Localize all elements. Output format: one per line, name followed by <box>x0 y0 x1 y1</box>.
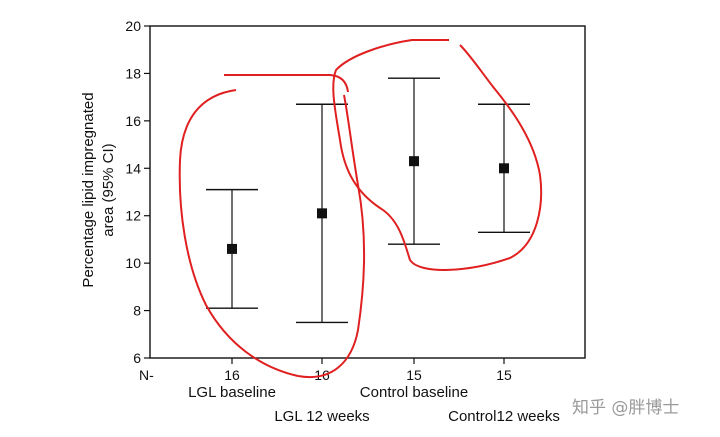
category-label: LGL baseline <box>188 384 276 401</box>
y-axis-label-line-2: area (95% CI) <box>100 143 117 236</box>
hand-drawn-annotations <box>178 39 543 379</box>
category-label: Control12 weeks <box>448 408 560 425</box>
y-tick-label: 10 <box>125 255 141 271</box>
category-label: LGL 12 weeks <box>274 408 369 425</box>
error-bar-3 <box>388 77 440 245</box>
mean-marker <box>317 208 327 219</box>
y-tick-label: 18 <box>125 65 141 81</box>
annotation-circle-control <box>332 39 543 271</box>
y-axis-ticks: 6 8 10 12 14 16 18 20 <box>125 18 150 366</box>
y-tick-label: 20 <box>125 18 141 34</box>
error-bar-4 <box>478 103 530 234</box>
axes <box>149 25 586 364</box>
annotation-underline-stroke <box>224 74 349 93</box>
y-tick-label: 12 <box>125 208 141 224</box>
mean-marker <box>409 156 419 167</box>
n-value: 15 <box>406 367 422 383</box>
y-axis-label-line-1: Percentage lipid impregnated <box>80 92 97 287</box>
n-label: N- <box>139 367 154 383</box>
mean-marker <box>227 243 237 254</box>
y-tick-label: 6 <box>133 350 141 366</box>
y-tick-label: 14 <box>125 160 141 176</box>
error-bar-2 <box>296 103 348 324</box>
n-values: 16 16 15 15 <box>224 367 512 383</box>
annotation-circle-lgl <box>178 89 366 379</box>
category-label: Control baseline <box>360 384 468 401</box>
error-bars <box>206 77 530 324</box>
y-tick-label: 8 <box>133 303 141 319</box>
watermark: 知乎 @胖博士 <box>572 398 679 418</box>
plot-frame <box>149 25 586 359</box>
category-labels: LGL baseline LGL 12 weeks Control baseline… <box>188 384 560 425</box>
n-value: 15 <box>496 367 512 383</box>
y-tick-label: 16 <box>125 113 141 129</box>
mean-marker <box>499 163 509 174</box>
n-value: 16 <box>224 367 240 383</box>
error-bar-1 <box>206 188 258 309</box>
